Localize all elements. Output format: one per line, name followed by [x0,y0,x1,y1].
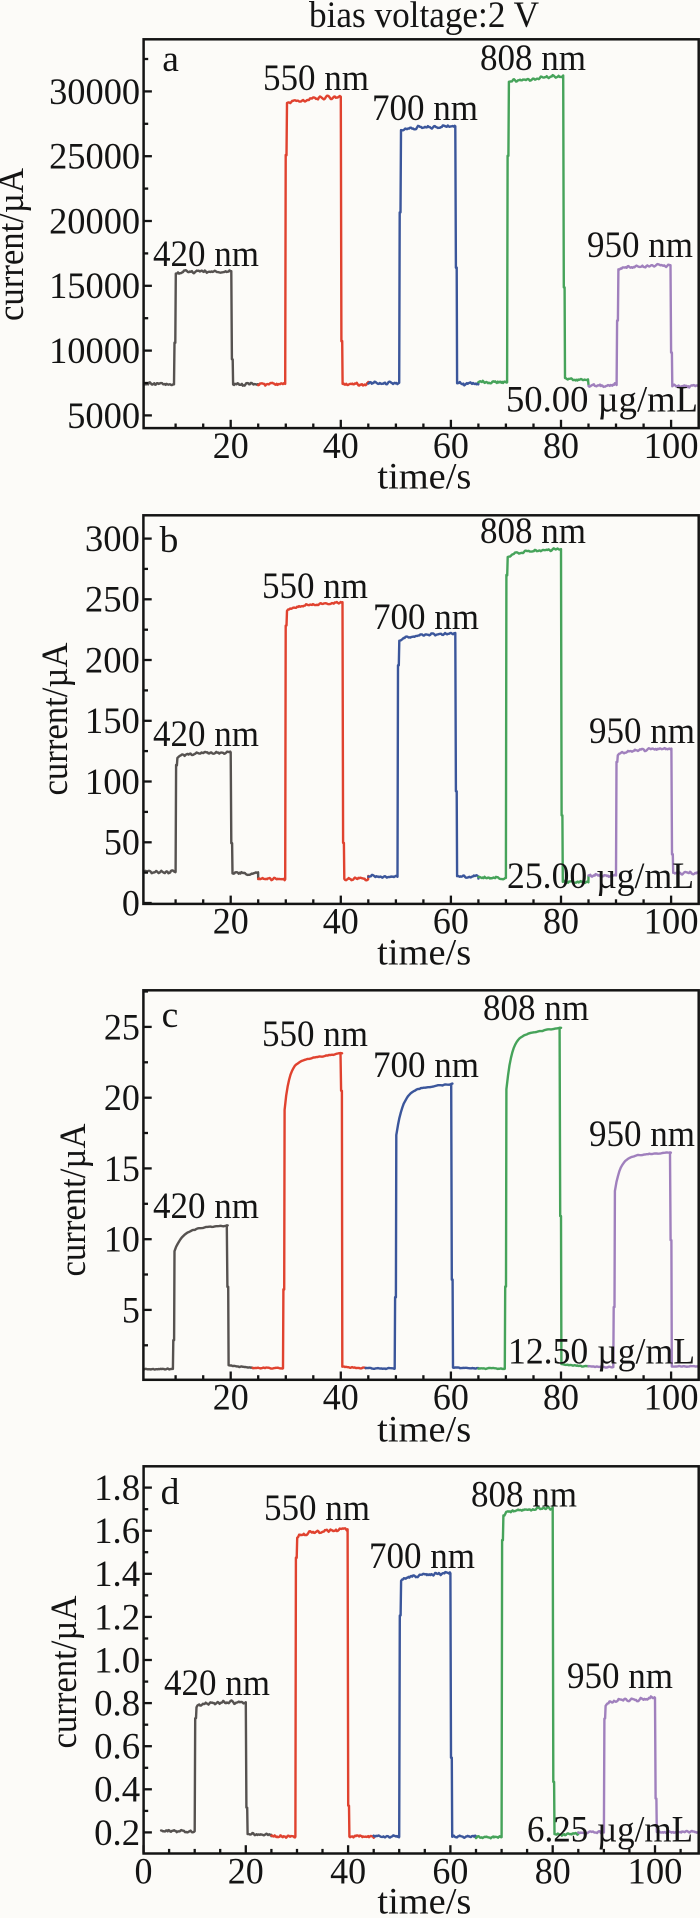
svg-text:1.6: 1.6 [94,1511,140,1552]
svg-text:950 nm: 950 nm [567,1656,673,1697]
svg-text:20: 20 [213,426,249,467]
svg-text:550 nm: 550 nm [262,566,368,607]
svg-text:30000: 30000 [49,72,140,113]
svg-text:420 nm: 420 nm [164,1663,270,1704]
svg-text:5: 5 [122,1290,140,1331]
svg-text:100: 100 [628,1851,683,1892]
svg-text:1.4: 1.4 [94,1554,140,1595]
svg-text:1.0: 1.0 [94,1640,140,1681]
svg-text:15000: 15000 [49,266,140,307]
svg-text:50: 50 [104,823,140,864]
svg-text:25.00 µg/mL: 25.00 µg/mL [507,856,694,897]
svg-text:10: 10 [104,1220,140,1261]
svg-text:80: 80 [543,1378,579,1419]
svg-text:550 nm: 550 nm [264,1488,370,1529]
svg-text:808 nm: 808 nm [480,38,586,79]
svg-text:b: b [160,520,179,561]
svg-text:20: 20 [228,1851,264,1892]
svg-text:20: 20 [213,902,249,943]
svg-text:time/s: time/s [377,1410,471,1451]
svg-text:current/µA: current/µA [53,1124,94,1277]
svg-text:700 nm: 700 nm [373,1045,479,1086]
svg-text:100: 100 [85,762,140,803]
svg-text:808 nm: 808 nm [471,1475,577,1516]
svg-text:250: 250 [85,580,140,621]
svg-text:150: 150 [85,701,140,742]
svg-text:550 nm: 550 nm [263,58,369,99]
svg-text:950 nm: 950 nm [587,225,693,266]
svg-text:time/s: time/s [377,1881,471,1918]
svg-text:100: 100 [644,1378,699,1419]
svg-text:10000: 10000 [49,331,140,372]
svg-text:current/µA: current/µA [44,1596,85,1749]
svg-text:current/µA: current/µA [35,643,76,796]
svg-text:1.8: 1.8 [94,1468,140,1509]
svg-text:25000: 25000 [49,137,140,178]
svg-text:420 nm: 420 nm [153,1186,259,1227]
svg-text:current/µA: current/µA [0,168,32,321]
svg-text:808 nm: 808 nm [480,511,586,552]
svg-text:700 nm: 700 nm [369,1536,475,1577]
svg-text:0: 0 [135,1851,153,1892]
svg-text:0.2: 0.2 [94,1813,140,1854]
svg-text:0.6: 0.6 [94,1727,140,1768]
svg-text:a: a [162,39,179,80]
svg-text:20: 20 [213,1378,249,1419]
svg-text:200: 200 [85,640,140,681]
svg-text:80: 80 [543,902,579,943]
svg-text:950 nm: 950 nm [589,1114,695,1155]
svg-text:60: 60 [433,1378,469,1419]
svg-text:12.50 µg/mL: 12.50 µg/mL [508,1332,695,1373]
svg-text:100: 100 [644,426,699,467]
svg-text:15: 15 [104,1149,140,1190]
svg-text:5000: 5000 [67,396,140,437]
svg-text:c: c [162,995,179,1036]
svg-text:808 nm: 808 nm [483,988,589,1029]
svg-text:time/s: time/s [377,933,471,974]
svg-text:6.25 µg/mL: 6.25 µg/mL [527,1810,693,1851]
svg-text:time/s: time/s [377,457,471,498]
svg-text:50.00 µg/mL: 50.00 µg/mL [506,380,698,421]
svg-text:950 nm: 950 nm [589,711,695,752]
svg-text:300: 300 [85,519,140,560]
svg-text:420 nm: 420 nm [153,234,259,275]
svg-text:bias voltage:2 V: bias voltage:2 V [309,0,539,36]
svg-text:40: 40 [330,1851,366,1892]
svg-text:0.8: 0.8 [94,1684,140,1725]
svg-text:550 nm: 550 nm [262,1014,368,1055]
svg-text:60: 60 [433,902,469,943]
svg-text:0.4: 0.4 [94,1770,140,1811]
svg-text:20: 20 [104,1078,140,1119]
svg-text:60: 60 [433,426,469,467]
svg-text:40: 40 [323,426,359,467]
svg-text:420 nm: 420 nm [153,714,259,755]
svg-text:100: 100 [644,902,699,943]
svg-text:25: 25 [104,1007,140,1048]
svg-text:700 nm: 700 nm [373,597,479,638]
svg-text:80: 80 [543,426,579,467]
svg-text:60: 60 [432,1851,468,1892]
svg-text:40: 40 [323,1378,359,1419]
svg-text:1.2: 1.2 [94,1597,140,1638]
svg-text:20000: 20000 [49,201,140,242]
svg-text:0: 0 [122,883,140,924]
svg-text:40: 40 [323,902,359,943]
svg-text:d: d [161,1472,180,1513]
svg-text:700 nm: 700 nm [372,88,478,129]
svg-text:80: 80 [535,1851,571,1892]
